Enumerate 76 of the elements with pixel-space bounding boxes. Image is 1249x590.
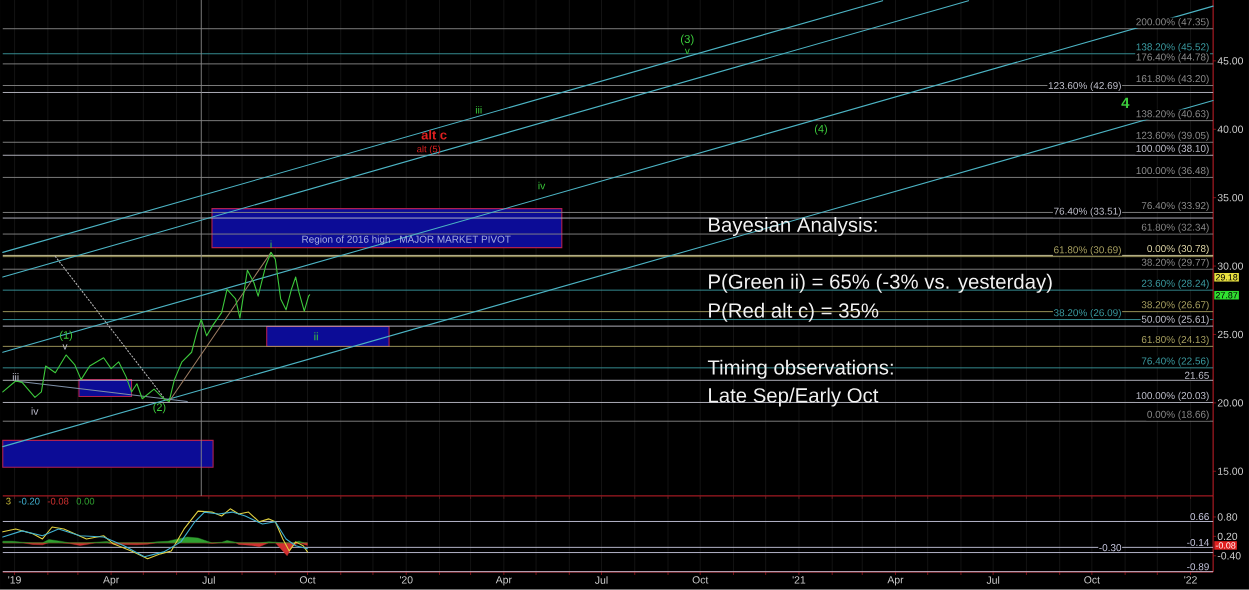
y-tick-label: -0.40 [1217, 552, 1241, 560]
x-tick-label: Apr [495, 576, 512, 586]
annotation: i [270, 240, 272, 249]
ref-line-label: 0.00% (30.78) [1147, 244, 1209, 255]
text: 0.00 [76, 498, 95, 505]
ref-line-label: 38.20% (26.09) [1053, 309, 1121, 319]
ref-line-label: -0.14 [1187, 539, 1210, 547]
y-tick-label: 15.00 [1218, 467, 1244, 476]
x-tick-label: '20 [399, 576, 413, 584]
ref-line-label: 50.00% (25.61) [1141, 315, 1209, 325]
y-tick-label: 30.00 [1217, 262, 1244, 270]
annotation: 27.87 [1215, 292, 1238, 299]
text: -0.20 [18, 498, 40, 505]
x-tick-label: Oct [1084, 576, 1100, 584]
y-tick-label: 20.00 [1217, 399, 1244, 407]
ref-line-label: 123.60% (42.69) [1048, 81, 1121, 92]
annotation: (2) [153, 403, 166, 414]
x-tick-label: Jul [202, 576, 215, 584]
ref-line-label: 21.65 [1184, 372, 1209, 380]
y-tick-label: 0.20 [1217, 532, 1238, 541]
y-tick-label: 0.80 [1217, 513, 1238, 521]
annotation: iii [475, 106, 482, 114]
y-tick-label: 35.00 [1217, 194, 1244, 202]
x-tick-label: Apr [103, 576, 120, 586]
ref-line-label: 61.80% (32.34) [1141, 223, 1209, 233]
annotation: ii [314, 332, 318, 341]
x-tick-label: Apr [887, 576, 904, 586]
text: -0.08 [47, 498, 69, 505]
y-tick-label: 40.00 [1217, 125, 1244, 134]
annotation: (4) [814, 124, 827, 135]
ref-line-label: 138.20% (40.63) [1136, 110, 1209, 120]
x-tick-label: '19 [8, 576, 21, 584]
ref-line-label: 61.80% (24.13) [1141, 335, 1209, 346]
annotation: Region of 2016 high - MAJOR MARKET PIVOT [302, 235, 511, 245]
annotation: P(Red alt c) = 35% [709, 302, 879, 322]
x-tick-label: Jul [594, 576, 608, 584]
annotation: Timing observations: [707, 359, 893, 379]
ref-line-label: -0.89 [1187, 563, 1209, 571]
x-tick-label: '21 [792, 576, 806, 584]
line-series [2, 252, 311, 403]
ref-line-label: 76.40% (33.92) [1141, 201, 1209, 212]
annotation: 29.18 [1215, 274, 1238, 281]
x-tick-label: Oct [692, 576, 709, 584]
annotation: 4 [1121, 97, 1130, 109]
annotation: P(Green ii) = 65% (-3% vs. yesterday) [709, 274, 1052, 294]
annotation: iii [12, 373, 19, 381]
ref-line-label: 200.00% (47.35) [1136, 18, 1209, 28]
ref-line-label: 61.80% (30.69) [1054, 246, 1121, 256]
ref-line-label: 100.00% (38.10) [1136, 144, 1209, 155]
x-tick-label: Oct [299, 576, 316, 584]
x-tick-label: '22 [1184, 576, 1197, 584]
annotation: -0.08 [1215, 542, 1236, 549]
ref-line-label: 0.66 [1190, 513, 1209, 521]
annotation: iv [538, 181, 546, 190]
ref-line-label: 100.00% (20.03) [1136, 391, 1209, 402]
ref-line-label: 0.00% (18.66) [1147, 410, 1209, 420]
y-tick-label: 25.00 [1217, 330, 1244, 339]
annotation: alt (5) [417, 145, 441, 155]
ref-line-label: 138.20% (45.52) [1136, 43, 1209, 53]
ref-line-label: 161.80% (43.20) [1136, 74, 1209, 85]
ref-line-label: 76.40% (22.56) [1141, 357, 1209, 367]
ref-line-label: 38.20% (26.67) [1141, 301, 1209, 311]
ref-line-label: 123.60% (39.05) [1136, 131, 1209, 142]
ref-line-label: 76.40% (33.51) [1054, 207, 1121, 217]
x-tick-label: Jul [986, 576, 1000, 584]
annotation: iv [31, 407, 39, 416]
ref-line-label: 176.40% (44.78) [1136, 53, 1209, 63]
text: 3 [6, 498, 11, 505]
annotation: v [684, 48, 690, 55]
ref-line-label: -0.30 [1099, 544, 1122, 552]
ref-line-label: 23.60% (28.24) [1141, 279, 1209, 289]
y-tick-label: 45.00 [1217, 57, 1244, 65]
annotation: (3) [680, 34, 694, 46]
ref-line-label: 38.20% (29.77) [1141, 258, 1209, 268]
ref-line-label: 100.00% (36.48) [1136, 166, 1209, 177]
annotation: alt c [421, 130, 447, 140]
